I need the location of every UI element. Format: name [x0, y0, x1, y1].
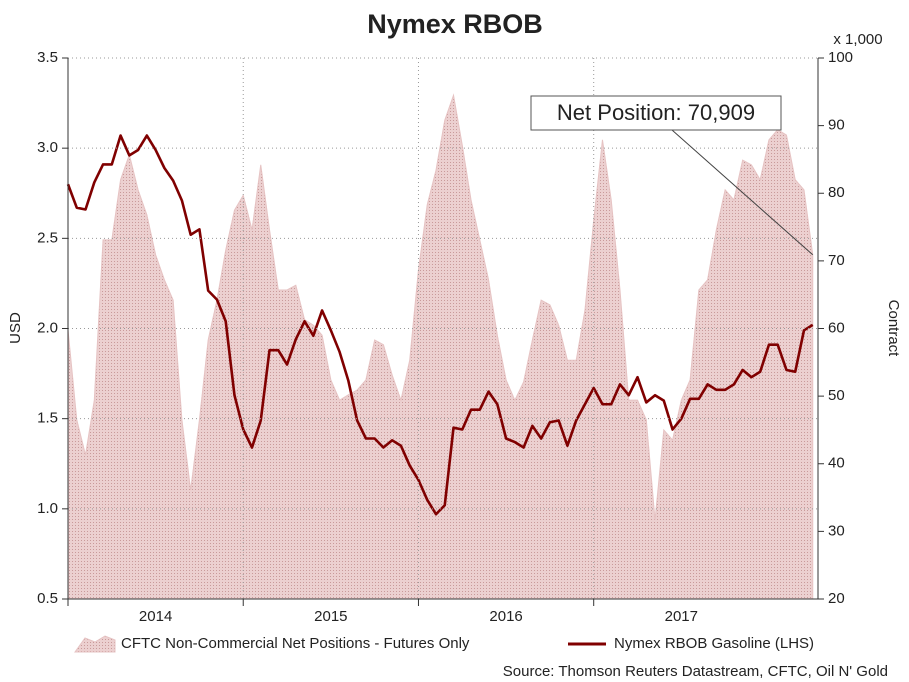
- y2-axis-label: Contract: [885, 300, 902, 358]
- x-tick-label: 2014: [139, 608, 172, 625]
- area-series: [67, 93, 814, 600]
- y-tick-label: 1.5: [37, 410, 58, 427]
- y2-tick-label: 50: [828, 387, 845, 404]
- legend-label: Nymex RBOB Gasoline (LHS): [614, 635, 814, 652]
- legend-label: CFTC Non-Commercial Net Positions - Futu…: [121, 635, 470, 652]
- y-tick-label: 1.0: [37, 500, 58, 517]
- y2-tick-label: 70: [828, 252, 845, 269]
- y2-tick-label: 80: [828, 184, 845, 201]
- annotation-leader: [671, 129, 814, 256]
- x-tick-label: 2015: [314, 608, 347, 625]
- y-tick-label: 3.0: [37, 139, 58, 156]
- y2-tick-label: 20: [828, 590, 845, 607]
- y2-unit: x 1,000: [833, 31, 882, 48]
- y2-tick-label: 100: [828, 49, 853, 66]
- y2-tick-label: 40: [828, 455, 845, 472]
- y-tick-label: 3.5: [37, 49, 58, 66]
- annotation-box: [530, 95, 782, 131]
- y-tick-label: 0.5: [37, 590, 58, 607]
- x-tick-label: 2017: [665, 608, 698, 625]
- annotation: Net Position: 70,909: [557, 100, 755, 125]
- y-tick-label: 2.5: [37, 229, 58, 246]
- plot-area: [66, 57, 818, 600]
- y-axis-label: USD: [7, 312, 24, 344]
- y2-tick-label: 90: [828, 117, 845, 134]
- source-note: Source: Thomson Reuters Datastream, CFTC…: [503, 663, 888, 680]
- y2-tick-label: 30: [828, 522, 845, 539]
- chart-title: Nymex RBOB: [367, 9, 543, 39]
- x-tick-label: 2016: [489, 608, 522, 625]
- line-series: [66, 134, 814, 516]
- y-tick-label: 2.0: [37, 319, 58, 336]
- legend-swatch: [74, 635, 116, 653]
- y2-tick-label: 60: [828, 319, 845, 336]
